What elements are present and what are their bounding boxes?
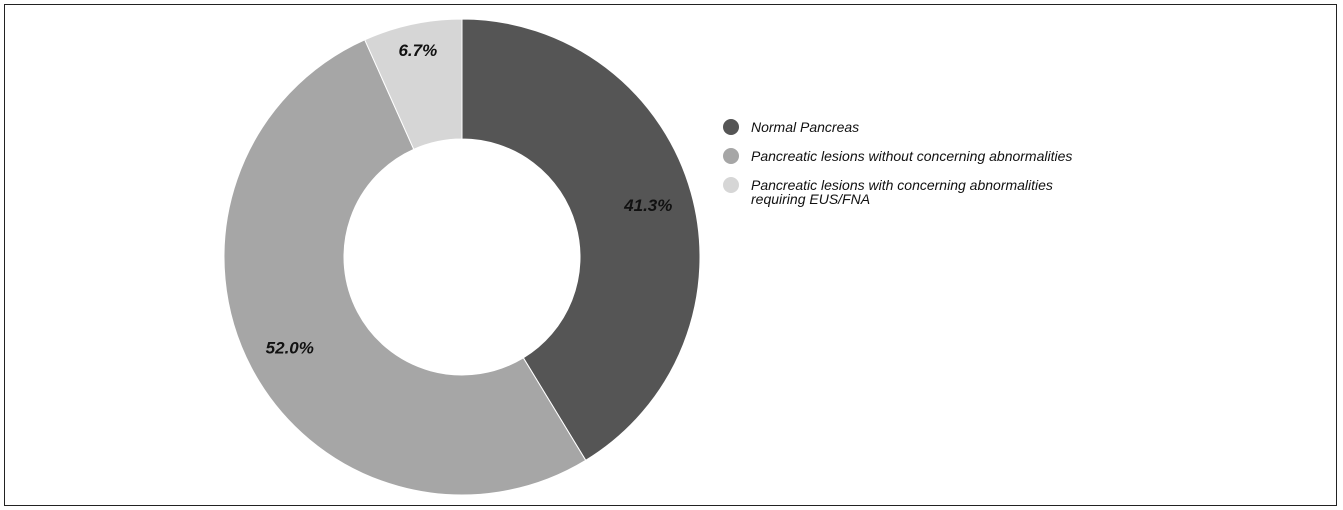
legend-label-3-line-2: requiring EUS/FNA bbox=[751, 191, 870, 207]
donut-slice-2 bbox=[223, 39, 587, 496]
chart-frame bbox=[4, 4, 1337, 506]
donut-slice-3 bbox=[364, 18, 463, 150]
data-label-1: 41.3% bbox=[623, 196, 672, 215]
legend: Normal Pancreas Pancreatic lesions withou… bbox=[723, 119, 1072, 207]
legend-label-2: Pancreatic lesions without concerning ab… bbox=[751, 148, 1072, 164]
data-label-3: 6.7% bbox=[398, 41, 437, 60]
legend-marker-3 bbox=[723, 177, 739, 193]
legend-label-1: Normal Pancreas bbox=[751, 119, 859, 135]
slice-group bbox=[223, 18, 701, 496]
data-label-group: 41.3% 52.0% 6.7% bbox=[266, 41, 673, 357]
legend-marker-2 bbox=[723, 148, 739, 164]
data-label-2: 52.0% bbox=[266, 338, 314, 357]
legend-marker-1 bbox=[723, 119, 739, 135]
legend-label-3-line-1: Pancreatic lesions with concerning abnor… bbox=[751, 177, 1053, 193]
donut-slice-1 bbox=[461, 18, 701, 462]
